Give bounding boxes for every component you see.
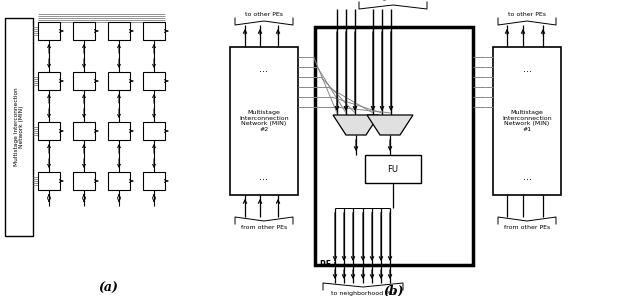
Bar bbox=[143, 22, 165, 40]
Bar bbox=[73, 72, 95, 90]
Text: from other PEs: from other PEs bbox=[241, 225, 287, 230]
Text: to other PEs: to other PEs bbox=[508, 12, 546, 17]
Bar bbox=[143, 72, 165, 90]
Text: (a): (a) bbox=[98, 281, 118, 295]
Bar bbox=[315, 27, 473, 265]
Polygon shape bbox=[367, 115, 413, 135]
Text: to other PEs: to other PEs bbox=[245, 12, 283, 17]
Bar bbox=[38, 172, 60, 190]
Text: Multistage
Interconnection
Network (MIN)
#1: Multistage Interconnection Network (MIN)… bbox=[502, 110, 552, 132]
Bar bbox=[38, 22, 60, 40]
Bar bbox=[38, 72, 60, 90]
Bar bbox=[108, 172, 130, 190]
Text: ...: ... bbox=[523, 172, 532, 182]
Bar bbox=[73, 172, 95, 190]
Bar bbox=[365, 155, 421, 183]
Text: from other PEs: from other PEs bbox=[504, 225, 550, 230]
Bar bbox=[108, 72, 130, 90]
Text: Multistage
Interconnection
Network (MIN)
#2: Multistage Interconnection Network (MIN)… bbox=[239, 110, 289, 132]
Bar bbox=[5, 18, 33, 236]
Polygon shape bbox=[333, 115, 379, 135]
Bar bbox=[108, 22, 130, 40]
Bar bbox=[143, 172, 165, 190]
Bar bbox=[73, 122, 95, 140]
Bar bbox=[493, 47, 561, 195]
Bar bbox=[73, 22, 95, 40]
Text: ...: ... bbox=[260, 172, 269, 182]
Text: from neighborhood PEs: from neighborhood PEs bbox=[357, 0, 430, 1]
Text: ...: ... bbox=[260, 64, 269, 74]
Bar bbox=[108, 122, 130, 140]
Bar bbox=[230, 47, 298, 195]
Text: (b): (b) bbox=[383, 284, 403, 296]
Text: PE i: PE i bbox=[320, 260, 337, 269]
Bar bbox=[143, 122, 165, 140]
Text: to neighborhood PEs: to neighborhood PEs bbox=[331, 291, 396, 296]
Text: Multistage Interconnection
Network (MIN): Multistage Interconnection Network (MIN) bbox=[14, 88, 25, 166]
Text: ...: ... bbox=[523, 64, 532, 74]
Text: FU: FU bbox=[387, 165, 399, 173]
Bar bbox=[38, 122, 60, 140]
